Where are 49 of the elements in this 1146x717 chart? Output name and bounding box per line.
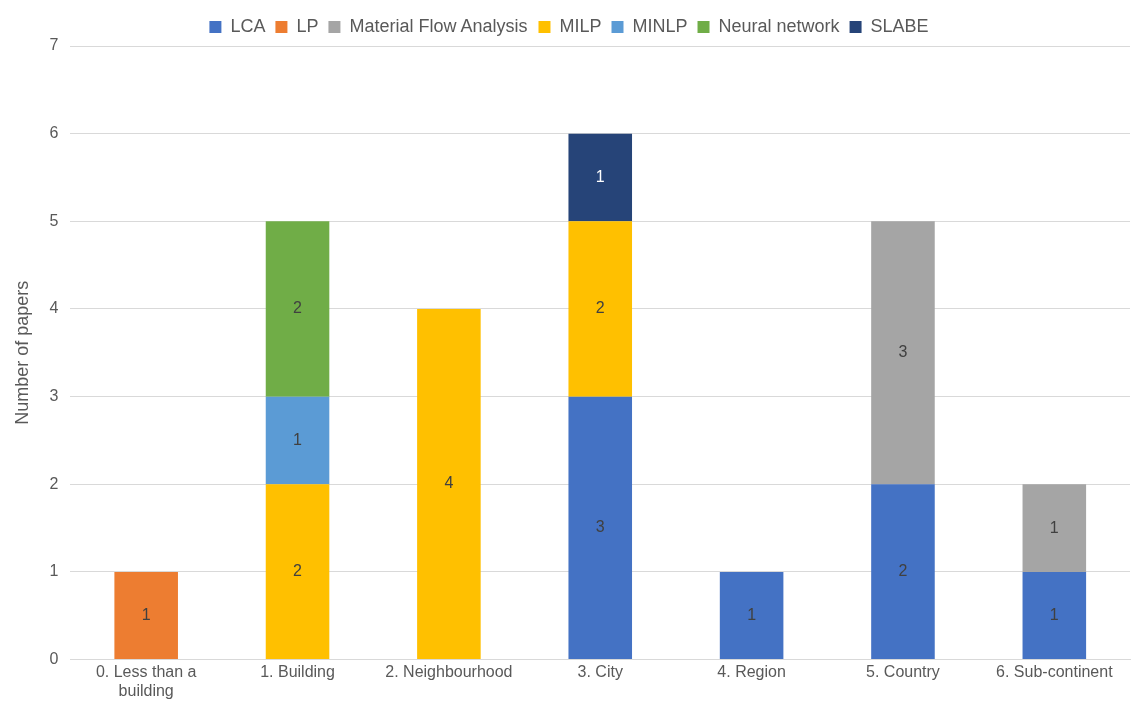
x-tick-label: 2. Neighbourhood <box>385 662 513 680</box>
bar <box>568 221 633 397</box>
legend-label: MINLP <box>632 15 688 36</box>
bar <box>719 571 784 660</box>
x-tick-label: 5. Country <box>866 662 940 680</box>
data-label: 1 <box>1049 605 1059 623</box>
bar <box>417 308 481 660</box>
bar <box>871 221 935 485</box>
data-label: 1 <box>747 605 757 623</box>
bar <box>265 396 330 485</box>
y-tick-label: 7 <box>49 36 59 54</box>
bar <box>568 396 633 660</box>
bar <box>1022 484 1087 572</box>
x-tick-label: 4. Region <box>717 662 786 680</box>
legend-label: MILP <box>559 15 602 36</box>
data-label: 4 <box>444 474 454 492</box>
bar <box>114 571 178 660</box>
bar <box>568 133 633 222</box>
data-label: 2 <box>293 562 303 580</box>
data-label: 1 <box>141 605 151 623</box>
y-tick-label: 4 <box>49 299 59 317</box>
y-tick-label: 2 <box>49 474 59 492</box>
y-tick-label: 6 <box>49 124 59 142</box>
legend-label: LCA <box>230 15 266 36</box>
data-label: 2 <box>898 562 908 580</box>
x-tick-label: 1. Building <box>260 662 335 680</box>
y-tick-label: 1 <box>49 562 59 580</box>
x-tick-label: 0. Less than a building <box>95 662 197 699</box>
x-tick-label: 3. City <box>577 662 623 680</box>
bar <box>265 484 330 660</box>
y-tick-label: 3 <box>49 387 59 405</box>
data-label: 1 <box>595 167 605 185</box>
legend-label: Material Flow Analysis <box>349 15 528 36</box>
y-axis-title: Number of papers <box>11 280 32 425</box>
bar <box>871 484 935 660</box>
data-label: 3 <box>898 343 908 361</box>
x-tick-label: 6. Sub-continent <box>996 662 1114 680</box>
data-label: 2 <box>293 299 303 317</box>
legend-label: SLABE <box>870 15 929 36</box>
data-label: 1 <box>293 430 303 448</box>
legend-label: LP <box>296 15 319 36</box>
data-label: 3 <box>595 518 605 536</box>
legend-label: Neural network <box>718 15 841 36</box>
data-label: 1 <box>1049 518 1059 536</box>
bar <box>1022 571 1087 660</box>
bar <box>265 221 330 397</box>
data-label: 2 <box>595 299 605 317</box>
y-tick-label: 0 <box>49 650 59 668</box>
y-tick-label: 5 <box>49 211 59 229</box>
